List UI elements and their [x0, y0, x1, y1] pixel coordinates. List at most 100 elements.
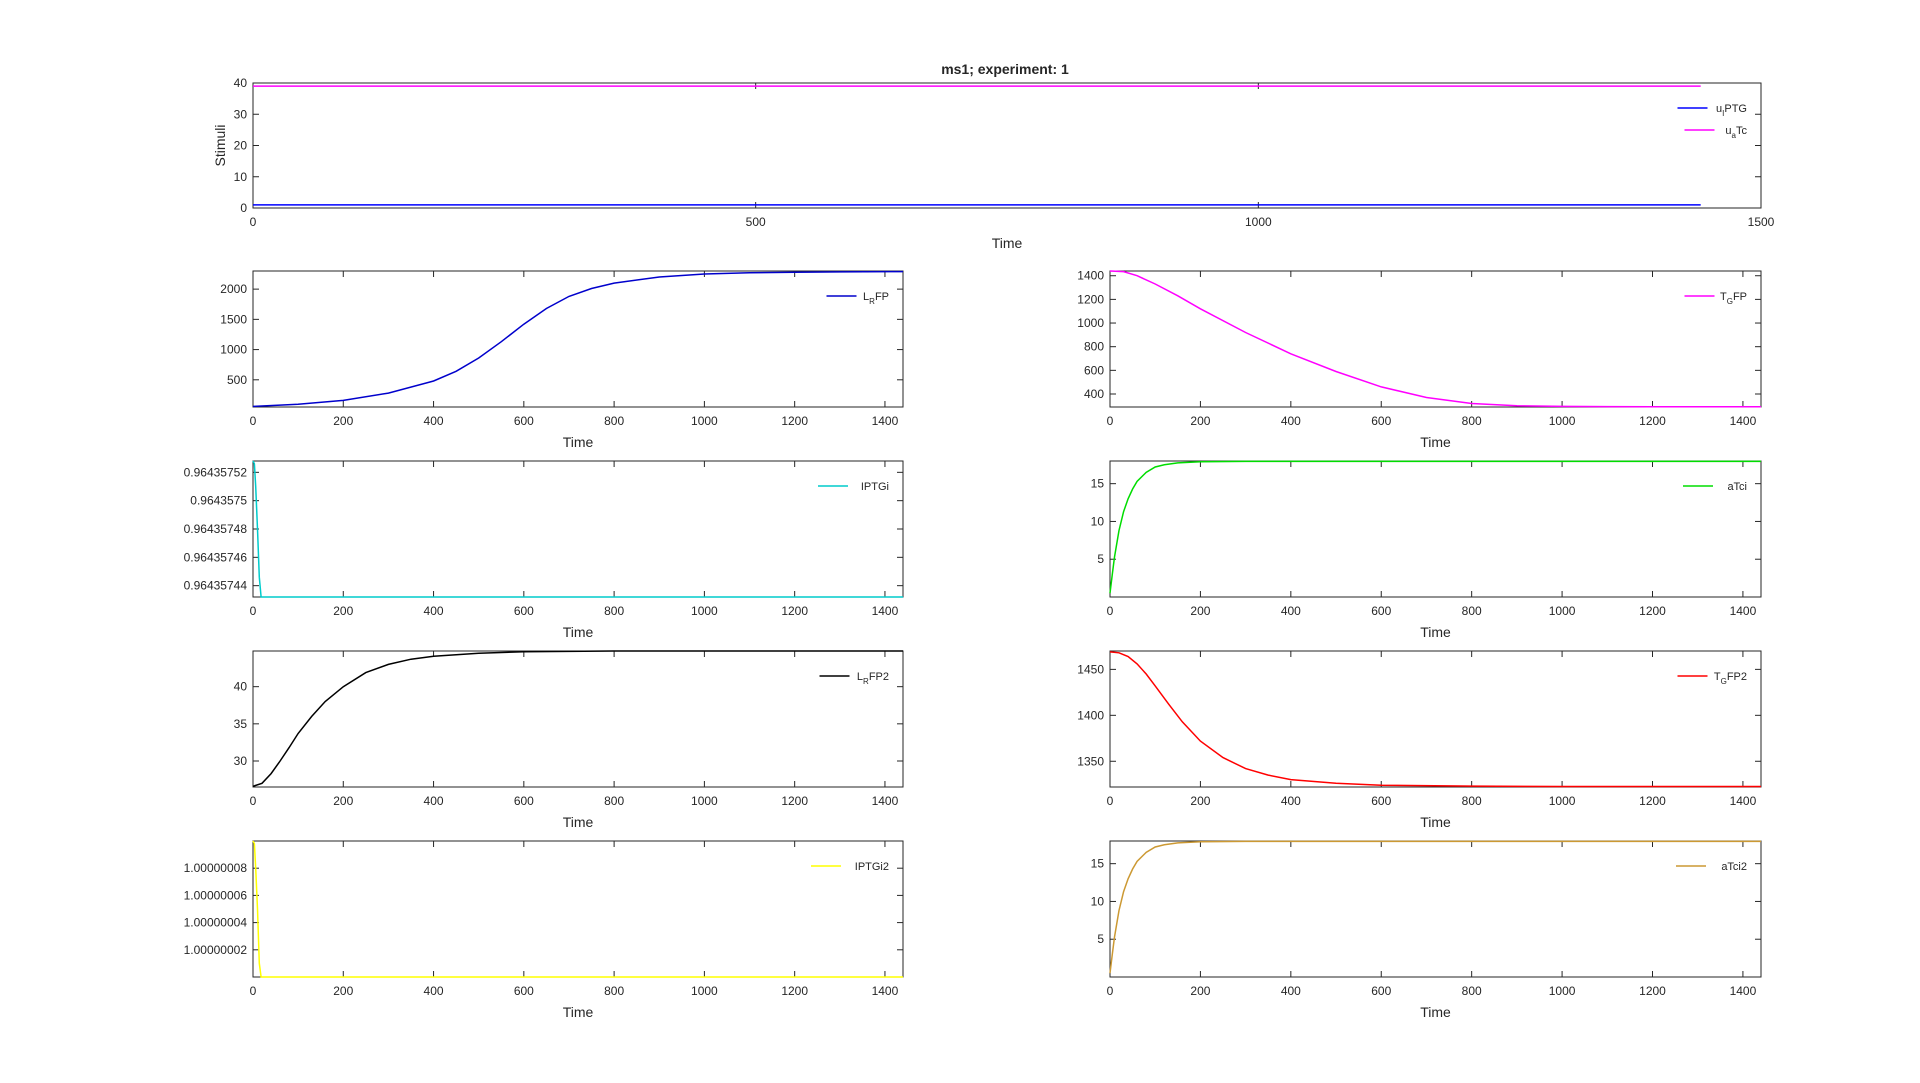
x-axis-label: Time [992, 235, 1023, 251]
x-tick-label: 200 [333, 794, 353, 808]
subplot-TGFP: 0 200 400 600 800 1000 1200 1400 400 600 800 1000 12… [1077, 269, 1762, 450]
x-tick-label: 0 [1107, 604, 1114, 618]
legend-entry: TGFP [1720, 291, 1747, 306]
y-tick-label: 0 [240, 201, 247, 215]
y-tick-label: 1000 [220, 343, 247, 357]
y-tick-label: 1.00000008 [184, 861, 248, 875]
axes-box [1109, 460, 1762, 598]
x-tick-label: 600 [514, 604, 534, 618]
x-tick-label: 800 [1462, 604, 1482, 618]
x-tick-label: 800 [604, 604, 624, 618]
legend-entry: aTci [1727, 481, 1747, 493]
x-tick-label: 400 [1281, 984, 1301, 998]
figure-title: ms1; experiment: 1 [941, 61, 1069, 77]
x-tick-label: 1000 [1245, 215, 1272, 229]
y-tick-label: 5 [1097, 552, 1104, 566]
x-axis-label: Time [1420, 1004, 1451, 1020]
y-tick-label: 1000 [1077, 316, 1104, 330]
x-tick-label: 1000 [1549, 604, 1576, 618]
y-tick-label: 0.96435746 [184, 550, 248, 564]
x-tick-label: 1500 [1748, 215, 1775, 229]
axes-box [1109, 840, 1762, 978]
y-axis-label: Stimuli [212, 124, 228, 166]
x-tick-label: 1000 [1549, 794, 1576, 808]
x-tick-label: 400 [1281, 414, 1301, 428]
y-tick-label: 40 [234, 76, 248, 90]
y-tick-label: 30 [234, 754, 248, 768]
y-tick-label: 1450 [1077, 662, 1104, 676]
x-tick-label: 1000 [691, 604, 718, 618]
series-line-IPTGi [252, 460, 903, 598]
x-tick-label: 0 [1107, 414, 1114, 428]
y-tick-label: 1.00000004 [184, 916, 248, 930]
x-tick-label: 400 [424, 604, 444, 618]
y-tick-label: 0.9643575 [190, 494, 247, 508]
x-tick-label: 200 [333, 604, 353, 618]
y-tick-label: 1500 [220, 312, 247, 326]
y-tick-label: 500 [227, 373, 247, 387]
x-tick-label: 600 [514, 984, 534, 998]
legend-entry: IPTGi2 [855, 861, 889, 873]
y-tick-label: 1350 [1077, 754, 1104, 768]
x-tick-label: 800 [1462, 414, 1482, 428]
y-tick-label: 10 [234, 170, 248, 184]
legend-entry: aTci2 [1721, 861, 1747, 873]
x-axis-label: Time [563, 1004, 594, 1020]
x-tick-label: 1000 [691, 794, 718, 808]
subplot-stimuli: 0 500 1000 1500 0 10 20 30 40 Time Stimuli uIPTG uaT… [212, 76, 1775, 251]
x-tick-label: 0 [250, 215, 257, 229]
x-tick-label: 800 [604, 984, 624, 998]
x-tick-label: 1200 [781, 414, 808, 428]
x-tick-label: 600 [514, 414, 534, 428]
legend-entry: TGFP2 [1714, 671, 1747, 686]
x-tick-label: 1400 [872, 604, 899, 618]
legend-entry: uIPTG [1716, 103, 1747, 118]
y-tick-label: 15 [1091, 477, 1105, 491]
x-tick-label: 1200 [781, 794, 808, 808]
x-tick-label: 1200 [1639, 604, 1666, 618]
x-tick-label: 0 [250, 794, 257, 808]
x-tick-label: 0 [250, 414, 257, 428]
y-tick-label: 1200 [1077, 292, 1104, 306]
x-axis-label: Time [1420, 434, 1451, 450]
x-tick-label: 600 [1371, 984, 1391, 998]
x-tick-label: 1000 [691, 414, 718, 428]
x-tick-label: 0 [250, 984, 257, 998]
x-tick-label: 400 [424, 794, 444, 808]
y-tick-label: 1400 [1077, 269, 1104, 283]
x-tick-label: 0 [250, 604, 257, 618]
x-axis-label: Time [563, 434, 594, 450]
y-tick-label: 30 [234, 107, 248, 121]
y-tick-label: 600 [1084, 363, 1104, 377]
x-tick-label: 1400 [1730, 794, 1757, 808]
x-tick-label: 200 [1190, 604, 1210, 618]
y-tick-label: 5 [1097, 932, 1104, 946]
subplot-aTci2: 0 200 400 600 800 1000 1200 1400 5 10 15 Time aTci2 [1091, 840, 1762, 1020]
x-tick-label: 1400 [872, 414, 899, 428]
subplot-LRFP: 0 200 400 600 800 1000 1200 1400 500 1000 1500 2000… [220, 270, 904, 450]
x-tick-label: 400 [1281, 604, 1301, 618]
x-tick-label: 1400 [1730, 984, 1757, 998]
y-tick-label: 35 [234, 717, 248, 731]
subplot-aTci: 0 200 400 600 800 1000 1200 1400 5 10 15 Time aTci [1091, 460, 1762, 640]
series-line-L_RFP2 [252, 650, 903, 788]
y-tick-label: 0.96435748 [184, 522, 248, 536]
x-tick-label: 800 [1462, 984, 1482, 998]
series-line-aTci2 [1109, 840, 1761, 974]
x-tick-label: 1200 [781, 984, 808, 998]
x-tick-label: 1400 [872, 794, 899, 808]
y-tick-label: 400 [1084, 387, 1104, 401]
axes-box [1109, 270, 1762, 408]
x-tick-label: 1000 [691, 984, 718, 998]
series-line-T_GFP [1109, 270, 1761, 408]
y-tick-label: 1.00000006 [184, 888, 248, 902]
x-tick-label: 600 [514, 794, 534, 808]
y-tick-label: 10 [1091, 894, 1105, 908]
x-axis-label: Time [1420, 624, 1451, 640]
y-tick-label: 2000 [220, 282, 247, 296]
x-tick-label: 1200 [1639, 984, 1666, 998]
x-tick-label: 500 [746, 215, 766, 229]
y-tick-label: 0.96435752 [184, 465, 248, 479]
y-tick-label: 20 [234, 139, 248, 153]
